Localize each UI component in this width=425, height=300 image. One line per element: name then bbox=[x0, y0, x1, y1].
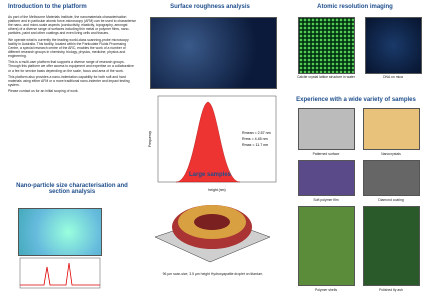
stat: Rrms = 4.45 nm bbox=[242, 137, 268, 141]
paragraph: We operate what is currently the leading… bbox=[8, 37, 129, 59]
sample-image bbox=[363, 206, 420, 286]
sample-image bbox=[363, 108, 420, 150]
sample-image bbox=[298, 206, 355, 286]
caption: 96 µm scan-size, 3.5 µm height Hydroxyap… bbox=[162, 272, 263, 276]
paragraph: As part of the Melbourne Materials Insti… bbox=[8, 15, 136, 36]
section-title: Atomic resolution imaging bbox=[317, 4, 393, 10]
stat: Rmax = 11.7 nm bbox=[242, 143, 268, 147]
section-title: Experience with a wide variety of sample… bbox=[296, 97, 416, 103]
caption: DNA on mica bbox=[383, 75, 403, 79]
paragraph: This is a multi-user platform that suppo… bbox=[8, 60, 134, 73]
axis-label: Frequency bbox=[148, 131, 152, 147]
histogram: Frequency height (nm) Rmean = 2.57 nm Rr… bbox=[148, 95, 277, 192]
dna-image bbox=[365, 17, 422, 74]
paragraph: This platform also provides a nano-inden… bbox=[8, 74, 130, 87]
caption: Diamond coating bbox=[378, 198, 404, 202]
sample-image bbox=[298, 108, 355, 150]
3d-image bbox=[154, 205, 271, 263]
caption: Soft polymer film bbox=[313, 198, 339, 202]
intro-text: As part of the Melbourne Materials Insti… bbox=[8, 15, 136, 96]
section-title: Large samples bbox=[188, 172, 232, 178]
stat: Rmean = 2.57 nm bbox=[242, 131, 271, 135]
caption: Polymer shells bbox=[314, 288, 338, 292]
sample-image bbox=[363, 160, 420, 196]
roughness-image bbox=[150, 17, 277, 89]
afm-image bbox=[18, 208, 102, 256]
calcite-image bbox=[298, 17, 355, 74]
caption: Polished fly ash bbox=[379, 288, 403, 292]
section-title: Nano-particle size characterisation and … bbox=[16, 183, 128, 195]
profile-plot bbox=[19, 257, 101, 289]
axis-label: height (nm) bbox=[208, 188, 225, 192]
caption: Patterned surface bbox=[312, 152, 340, 156]
caption: Nanocrystals bbox=[381, 152, 401, 156]
section-title: Surface roughness analysis bbox=[170, 4, 250, 10]
paragraph: Please contact us for an initial scoping… bbox=[8, 89, 79, 94]
section-title: Introduction to the platform bbox=[8, 4, 87, 10]
caption: Calcite crystal lattice structure in wat… bbox=[297, 75, 355, 79]
sample-image bbox=[298, 160, 355, 196]
